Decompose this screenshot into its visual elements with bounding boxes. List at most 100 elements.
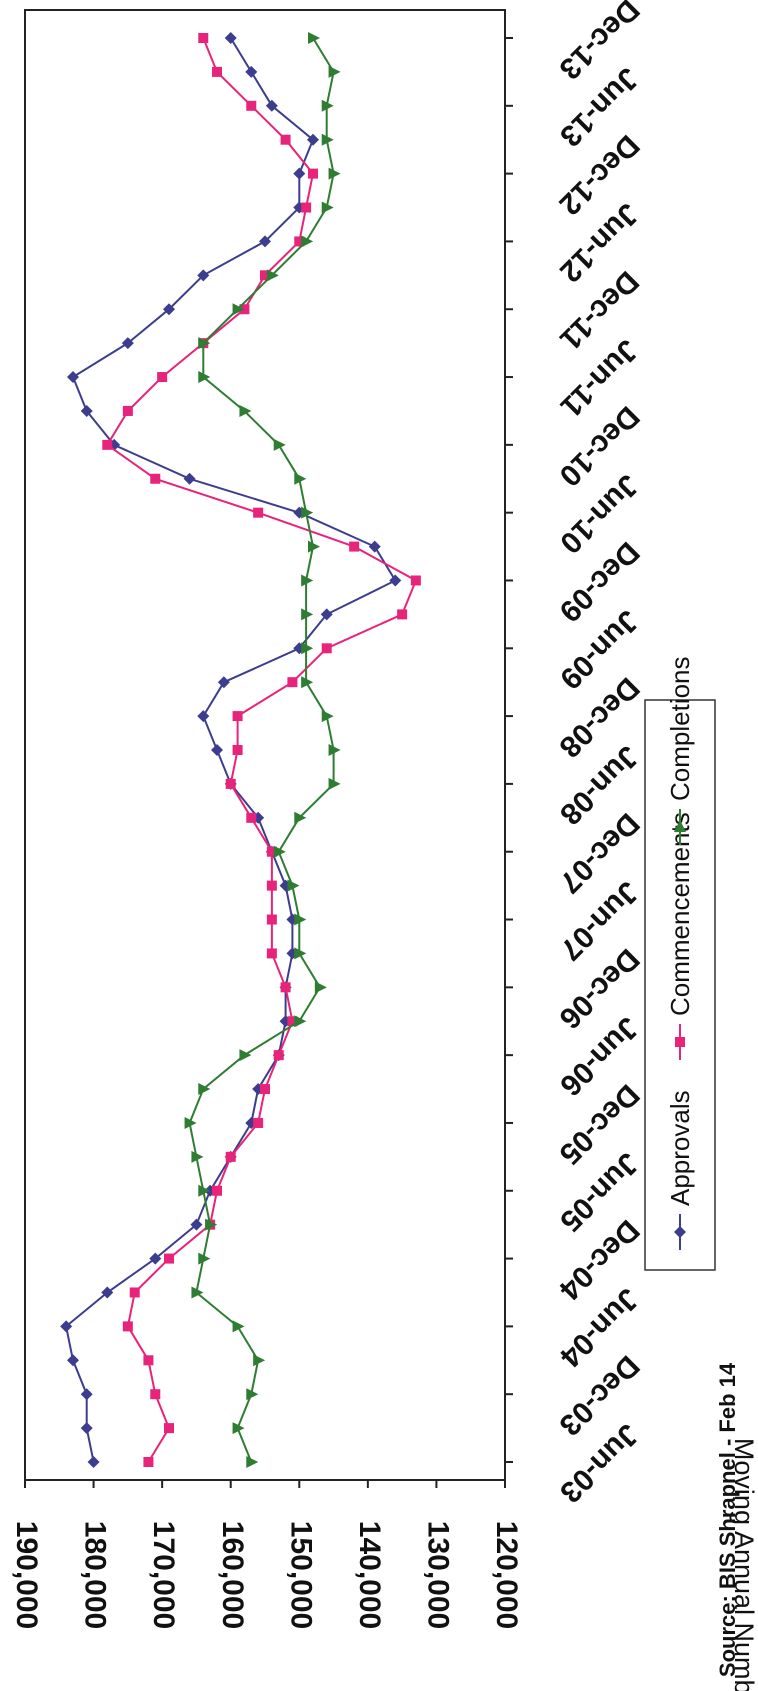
commencements-point bbox=[410, 575, 421, 586]
approvals-point bbox=[67, 1354, 79, 1367]
commencements-point bbox=[232, 745, 243, 755]
completions-point bbox=[301, 235, 314, 248]
commencements-point bbox=[266, 880, 277, 891]
completions-point bbox=[301, 574, 314, 587]
y-tick-label: 180,000 bbox=[79, 1521, 112, 1629]
legend-approvals-marker bbox=[674, 1226, 686, 1238]
commencements-point bbox=[232, 711, 243, 722]
completions-point bbox=[198, 1083, 211, 1096]
completions-point bbox=[232, 1320, 245, 1333]
y-axis-label: Moving Annual Numbers bbox=[729, 1438, 758, 1691]
approvals-point bbox=[190, 1218, 203, 1231]
completions-point bbox=[246, 1388, 259, 1401]
approvals-point bbox=[320, 608, 333, 621]
y-tick-label: 140,000 bbox=[353, 1521, 386, 1629]
commencements-point bbox=[157, 372, 168, 383]
approvals-point bbox=[389, 574, 402, 587]
completions-point bbox=[294, 913, 307, 926]
legend-commencements-label: Commencements bbox=[665, 812, 695, 1016]
legend-completions-marker bbox=[674, 820, 686, 832]
approvals-point bbox=[121, 337, 134, 350]
commencements-point bbox=[225, 1151, 236, 1162]
completions-point bbox=[239, 1049, 252, 1062]
completions-point bbox=[184, 1116, 197, 1129]
completions-point bbox=[239, 404, 252, 417]
completions-point bbox=[294, 1015, 307, 1028]
commencements-point bbox=[246, 812, 257, 823]
commencements-point bbox=[266, 846, 277, 857]
completions-point bbox=[301, 506, 314, 519]
y-tick-label: 150,000 bbox=[284, 1521, 317, 1629]
completions-point bbox=[266, 269, 279, 282]
commencements-point bbox=[301, 202, 312, 213]
approvals-point bbox=[80, 1422, 93, 1435]
approvals-point bbox=[211, 744, 223, 756]
commencements-point bbox=[129, 1287, 140, 1298]
approvals-point bbox=[197, 269, 210, 282]
commencements-point bbox=[266, 948, 277, 959]
commencements-point bbox=[102, 439, 113, 450]
commencements-point bbox=[266, 914, 277, 925]
commencements-point bbox=[287, 677, 298, 688]
commencements-point bbox=[253, 1117, 264, 1128]
commencements-point bbox=[212, 1185, 222, 1196]
approvals-point bbox=[368, 540, 381, 553]
completions-point bbox=[198, 1184, 211, 1197]
y-tick-label: 120,000 bbox=[490, 1521, 523, 1629]
y-tick-label: 160,000 bbox=[216, 1521, 249, 1629]
commencements-point bbox=[253, 507, 264, 518]
commencements-point bbox=[150, 1389, 161, 1400]
completions-point bbox=[301, 642, 314, 655]
completions-point bbox=[294, 947, 307, 960]
approvals-point bbox=[265, 99, 278, 112]
completions-point bbox=[232, 1422, 245, 1435]
approvals-point bbox=[163, 303, 175, 316]
commencements-point bbox=[164, 1423, 174, 1434]
commencements-point bbox=[397, 609, 408, 620]
commencements-point bbox=[349, 541, 360, 552]
legend: Approvals Commencements Completions bbox=[644, 656, 716, 1271]
approvals-point bbox=[217, 676, 230, 689]
completions-point bbox=[308, 540, 320, 553]
commencements-point bbox=[198, 33, 209, 43]
y-tick-label: 170,000 bbox=[147, 1521, 180, 1629]
completions-point bbox=[294, 472, 307, 485]
completions-point bbox=[328, 744, 341, 756]
series-completions bbox=[184, 32, 341, 1468]
legend-completions-label: Completions bbox=[665, 656, 695, 801]
completions-point bbox=[321, 99, 334, 112]
completions-point bbox=[321, 710, 334, 723]
completions-point bbox=[205, 1218, 218, 1231]
commencements-point bbox=[246, 100, 257, 111]
approvals-point bbox=[80, 404, 93, 417]
approvals-point bbox=[101, 1286, 114, 1299]
commencements-point bbox=[143, 1457, 154, 1467]
completions-point bbox=[328, 65, 341, 78]
completions-point bbox=[273, 438, 286, 451]
completions-point bbox=[273, 845, 286, 858]
commencements-point bbox=[287, 1016, 298, 1027]
approvals-point bbox=[183, 472, 196, 485]
commencements-point bbox=[273, 1050, 284, 1061]
approvals-point bbox=[149, 1252, 162, 1265]
commencements-point bbox=[294, 236, 305, 247]
completions-point bbox=[191, 1150, 204, 1163]
completions-point bbox=[308, 32, 320, 44]
completions-point bbox=[321, 133, 334, 146]
commencements-point bbox=[308, 168, 318, 179]
commencements-point bbox=[122, 405, 133, 416]
commencements-point bbox=[280, 982, 291, 993]
legend-approvals-label: Approvals bbox=[665, 1090, 695, 1206]
commencements-point bbox=[143, 1355, 154, 1366]
commencements-point bbox=[212, 66, 222, 77]
completions-point bbox=[253, 1354, 266, 1367]
commencements-point bbox=[280, 134, 291, 145]
source-note: Source: BIS Shrapnel - Feb 14 bbox=[715, 1362, 740, 1677]
legend-commencements-marker bbox=[675, 1037, 685, 1047]
completions-point bbox=[321, 201, 334, 214]
plot-area bbox=[24, 9, 506, 1481]
commencements-point bbox=[164, 1253, 174, 1264]
approvals-point bbox=[197, 710, 210, 723]
completions-point bbox=[301, 608, 314, 621]
